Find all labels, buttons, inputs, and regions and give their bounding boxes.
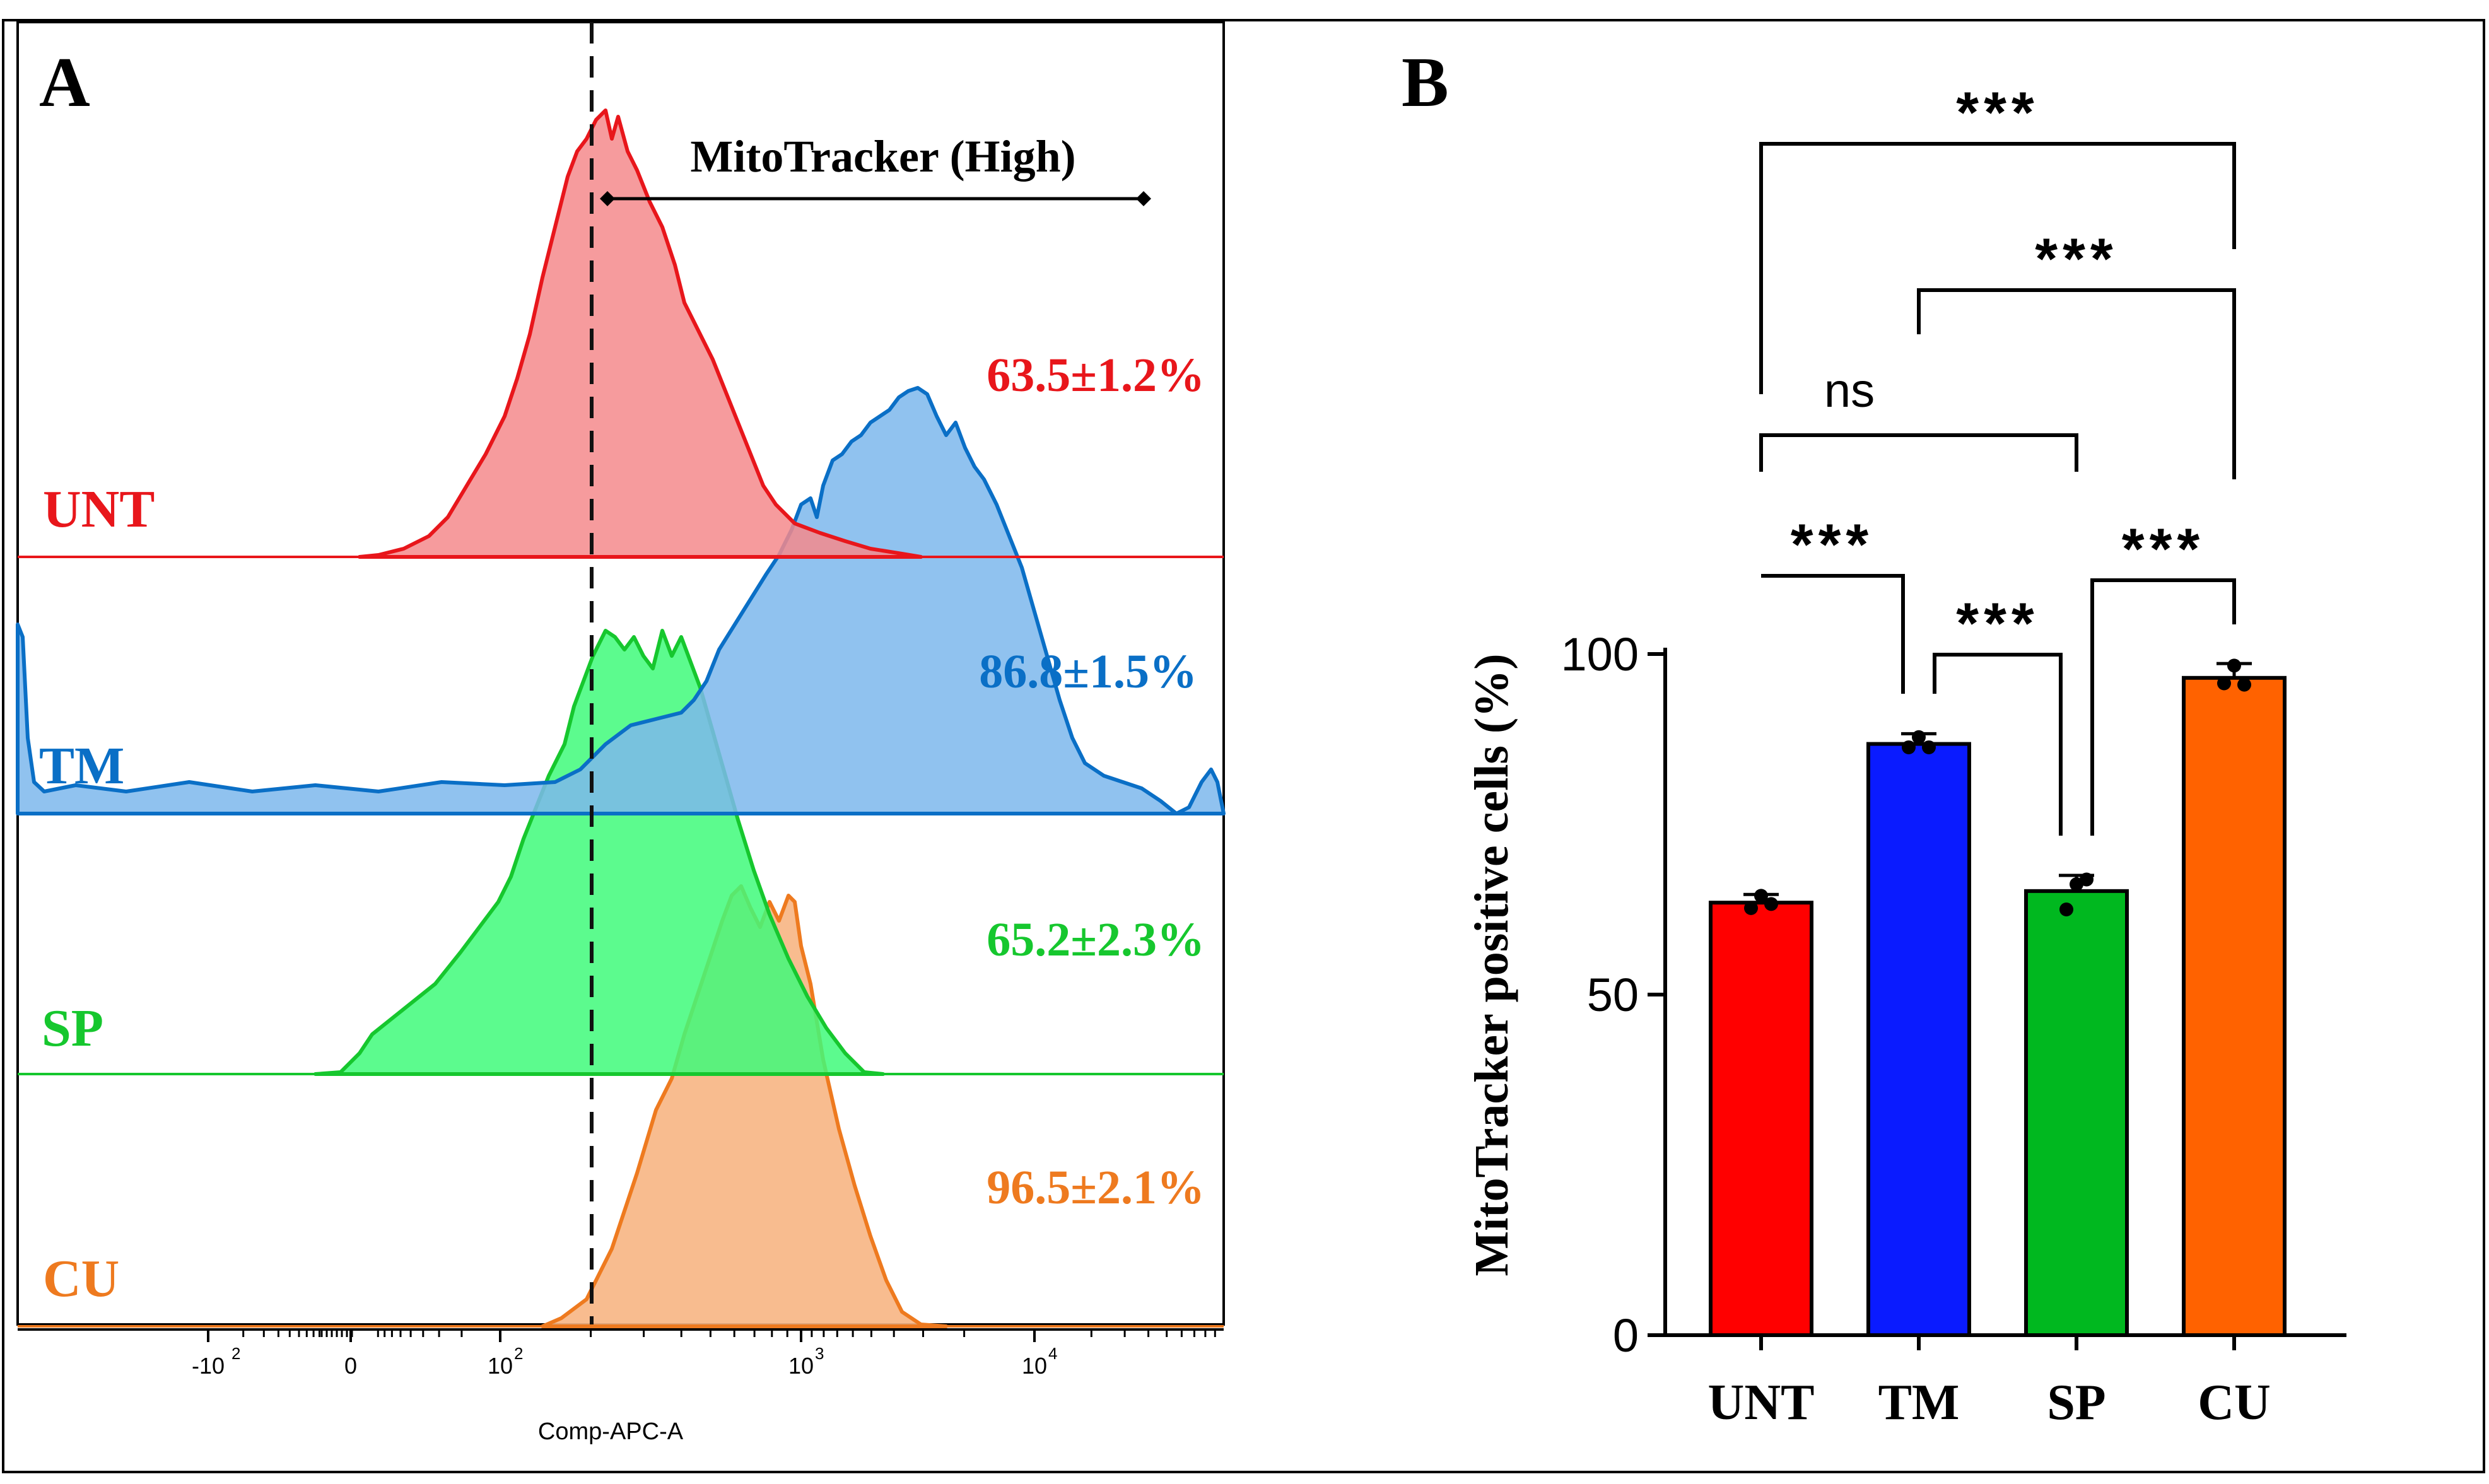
x-tick-label-1000: 10 3	[788, 1344, 824, 1379]
figure-border	[2, 19, 2485, 1473]
histogram-tm	[16, 386, 1226, 815]
x-tick-base: 10	[788, 1353, 814, 1379]
data-point	[1922, 740, 1936, 754]
data-point	[2080, 872, 2094, 887]
x-tick-base: -10	[192, 1353, 225, 1379]
panel-a: A MitoTracker (High)	[16, 21, 1226, 1445]
panel-a-label: A	[39, 44, 90, 122]
panel-a-x-axis-title: Comp-APC-A	[538, 1418, 684, 1445]
y-tick-label: 50	[1587, 969, 1639, 1021]
x-tick-label: SP	[2047, 1375, 2105, 1430]
panel-b-bars	[1709, 658, 2287, 1338]
gate-label: MitoTracker (High)	[690, 131, 1075, 182]
x-tick-label: CU	[2198, 1375, 2271, 1430]
data-point	[2059, 903, 2073, 916]
bar-cu	[2182, 675, 2287, 1337]
significance-label: ***	[1956, 81, 2039, 145]
gate-end-diamond	[1136, 191, 1151, 206]
y-tick-label: 0	[1613, 1309, 1639, 1362]
significance-label: ***	[2035, 227, 2117, 291]
data-point	[2217, 676, 2231, 691]
x-tick-exponent: 3	[815, 1344, 824, 1363]
significance-label: ***	[1956, 592, 2039, 656]
histogram-fill-tm	[16, 386, 1226, 815]
histogram-sp	[18, 629, 1224, 1076]
x-tick-label: UNT	[1708, 1375, 1815, 1430]
histogram-unt	[18, 108, 1224, 559]
significance-label: ns	[1824, 364, 1875, 418]
significance-bracket	[1759, 142, 2236, 394]
group-label-cu: CU	[43, 1249, 119, 1308]
x-tick-label-100: 10 2	[488, 1344, 523, 1379]
significance-bracket	[1761, 574, 1905, 694]
x-tick-exponent: 2	[231, 1344, 240, 1363]
significance-bracket	[2090, 578, 2236, 836]
data-point	[1902, 740, 1916, 754]
data-point	[2237, 677, 2251, 692]
data-point	[1744, 901, 1758, 915]
data-point	[1764, 897, 1778, 911]
percent-label-tm: 86.8±1.5%	[979, 645, 1197, 698]
histogram-fill-sp	[313, 629, 885, 1076]
x-tick-exponent: 4	[1048, 1344, 1057, 1363]
panel-b-label: B	[1402, 44, 1449, 122]
y-tick-label: 100	[1561, 628, 1639, 681]
percent-label-cu: 96.5±2.1%	[987, 1161, 1205, 1214]
data-point	[1912, 730, 1926, 744]
significance-bracket	[1759, 433, 2078, 472]
percent-label-sp: 65.2±2.3%	[987, 913, 1205, 966]
x-tick-base: 10	[1022, 1353, 1047, 1379]
x-tick-exponent: 2	[514, 1344, 523, 1363]
x-tick-label-10000: 10 4	[1022, 1344, 1057, 1379]
bar-tm	[1866, 742, 1971, 1338]
histogram-fill-unt	[358, 108, 923, 559]
significance-label: ***	[1791, 513, 1873, 577]
data-point	[2227, 658, 2241, 673]
x-tick-label-neg-100: -10 2	[192, 1344, 240, 1379]
bar-unt	[1709, 901, 1813, 1337]
panel-a-x-axis: -10 2 0 10 2 10 3 10 4 Comp-APC-A	[18, 1328, 1224, 1445]
percent-label-unt: 63.5±1.2%	[987, 349, 1205, 402]
panel-b: B MitoTracker positive cells (%) 0 50 100 U…	[1402, 44, 2346, 1430]
significance-bracket	[1933, 653, 2063, 836]
group-label-sp: SP	[42, 999, 103, 1058]
group-label-tm: TM	[39, 737, 124, 795]
group-label-unt: UNT	[43, 480, 155, 539]
x-tick-base: 10	[488, 1353, 513, 1379]
gate-start-diamond	[600, 191, 615, 206]
bar-sp	[2024, 889, 2129, 1337]
data-point	[1754, 889, 1768, 903]
significance-bracket	[1917, 288, 2236, 479]
significance-label: ***	[2122, 517, 2205, 581]
x-tick-label-zero: 0	[344, 1353, 357, 1379]
panel-a-minor-ticks	[207, 1329, 1216, 1342]
panel-b-y-axis-title: MitoTracker positive cells (%)	[1465, 653, 1518, 1276]
gate-marker: MitoTracker (High)	[600, 131, 1151, 206]
panel-b-significance: *** *** *** ns *** ***	[1759, 81, 2236, 836]
x-tick-label: TM	[1878, 1375, 1960, 1430]
